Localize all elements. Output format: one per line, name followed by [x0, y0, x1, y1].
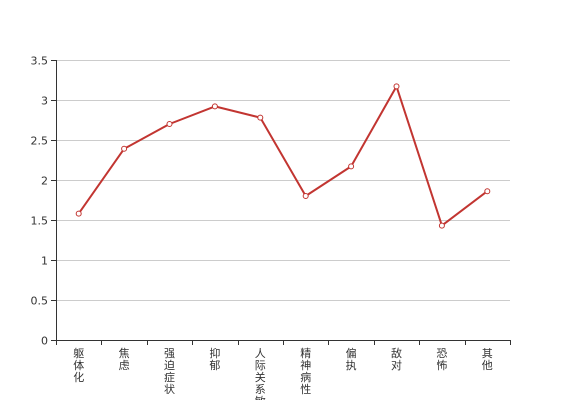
y-tick-label: 0 [41, 335, 48, 348]
y-tick-label: 2.5 [31, 135, 49, 148]
data-point [302, 193, 309, 199]
series-line [77, 85, 488, 227]
y-tick-label: 3 [41, 95, 48, 108]
x-tick-label: 精神病性 [300, 347, 311, 396]
x-tick-label: 偏执 [346, 346, 357, 372]
x-tick-label: 焦虑 [119, 347, 130, 372]
data-point [121, 145, 128, 152]
data-point [393, 83, 400, 90]
y-tick-label: 1 [41, 255, 48, 268]
y-tick-label: 1.5 [31, 215, 49, 228]
label-layer: 0 0.5 1 1.5 2 2.5 3 3.5 躯体化 焦虑 强迫症状 抑郁 人际关系敏感 精神病性 偏执 敌… [31, 55, 493, 400]
data-point [348, 163, 355, 170]
grid-layer [56, 60, 510, 301]
x-tick-label: 其他 [482, 347, 493, 372]
x-tick-label: 恐怖 [436, 347, 447, 372]
y-tick-label: 2 [41, 175, 48, 188]
x-tick-label: 抑郁 [209, 346, 220, 372]
data-point [75, 210, 82, 217]
x-tick-label: 人际关系敏感 [255, 347, 266, 400]
data-point [257, 114, 264, 121]
data-point [438, 222, 445, 229]
x-tick-label: 敌对 [391, 346, 402, 372]
y-tick-label: 0.5 [31, 295, 49, 308]
x-tick-label: 强迫症状 [164, 347, 175, 396]
data-point [211, 103, 218, 110]
y-tick-label: 3.5 [31, 55, 49, 68]
data-point [166, 121, 173, 127]
x-tick-label: 躯体化 [73, 347, 84, 384]
data-point [484, 188, 491, 195]
axis-layer [51, 60, 511, 345]
series-layer [75, 83, 491, 229]
